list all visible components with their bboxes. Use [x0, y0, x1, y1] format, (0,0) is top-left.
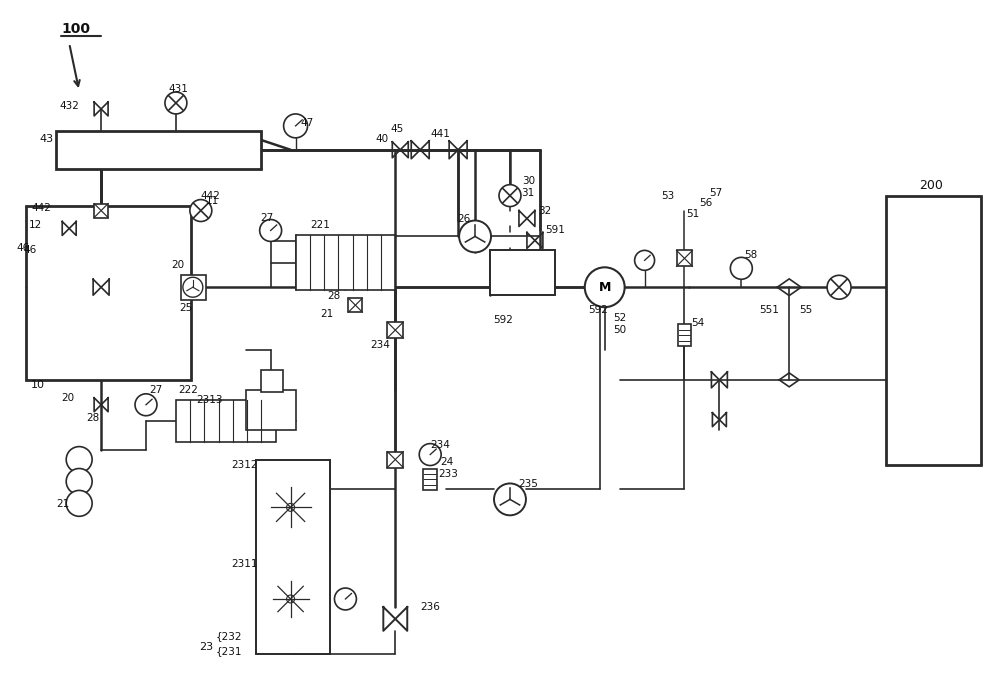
Circle shape: [183, 277, 203, 297]
Circle shape: [190, 199, 212, 221]
Bar: [246, 390, 296, 430]
Circle shape: [66, 491, 92, 516]
Text: 54: 54: [691, 318, 705, 328]
Text: 551: 551: [759, 305, 779, 315]
Text: 591: 591: [545, 226, 565, 235]
Text: 27: 27: [261, 212, 274, 223]
Text: 12: 12: [29, 221, 43, 230]
Bar: [181, 275, 206, 300]
Circle shape: [260, 219, 282, 242]
Text: 58: 58: [744, 251, 758, 260]
Text: {232: {232: [216, 631, 242, 641]
Text: 442: 442: [201, 190, 221, 201]
Text: 46: 46: [23, 246, 37, 255]
Text: 26: 26: [457, 214, 470, 224]
Bar: [348, 298, 362, 312]
Text: 56: 56: [699, 198, 713, 208]
Text: {231: {231: [216, 646, 242, 656]
Circle shape: [494, 484, 526, 516]
Text: 52: 52: [614, 313, 627, 323]
Text: 31: 31: [521, 188, 534, 198]
Text: 441: 441: [430, 129, 450, 139]
Bar: [26, 206, 191, 380]
Circle shape: [287, 503, 295, 511]
Text: 27: 27: [149, 385, 162, 395]
Text: 234: 234: [430, 439, 450, 450]
Circle shape: [827, 275, 851, 299]
Text: 21: 21: [320, 309, 334, 319]
Circle shape: [287, 595, 295, 603]
Text: 32: 32: [538, 206, 551, 215]
Text: 221: 221: [311, 221, 330, 230]
Bar: [886, 196, 981, 464]
Bar: [678, 324, 691, 346]
Text: 233: 233: [438, 469, 458, 480]
Circle shape: [585, 267, 625, 307]
Text: 28: 28: [327, 291, 341, 301]
Bar: [490, 251, 555, 295]
Text: 24: 24: [440, 457, 453, 466]
Text: 47: 47: [301, 118, 314, 128]
Bar: [387, 322, 403, 338]
Bar: [423, 468, 437, 491]
Text: 20: 20: [61, 393, 74, 403]
Circle shape: [459, 221, 491, 253]
Text: 40: 40: [375, 134, 388, 144]
Text: 55: 55: [799, 305, 812, 315]
Text: 51: 51: [686, 208, 700, 219]
Bar: [387, 452, 403, 468]
Text: 234: 234: [370, 340, 390, 350]
Text: 236: 236: [420, 602, 440, 612]
Text: 46: 46: [16, 244, 30, 253]
Circle shape: [730, 257, 752, 280]
Bar: [256, 459, 330, 654]
Text: 2313: 2313: [196, 394, 222, 405]
Text: 431: 431: [169, 84, 189, 94]
Text: M: M: [599, 281, 611, 293]
Circle shape: [284, 114, 308, 138]
Text: 442: 442: [31, 203, 51, 212]
Text: 200: 200: [919, 179, 943, 192]
Text: 43: 43: [39, 134, 53, 144]
Text: 30: 30: [522, 176, 535, 185]
Circle shape: [165, 92, 187, 114]
Bar: [296, 235, 395, 290]
Text: 25: 25: [179, 303, 192, 313]
Bar: [56, 131, 261, 169]
Circle shape: [635, 251, 655, 271]
Text: 21: 21: [56, 500, 69, 509]
Circle shape: [334, 588, 356, 610]
Text: 20: 20: [171, 260, 184, 271]
Text: 100: 100: [61, 22, 90, 36]
Text: 222: 222: [178, 385, 198, 395]
Text: 432: 432: [59, 101, 79, 111]
Text: 592: 592: [493, 315, 513, 325]
Text: 53: 53: [662, 190, 675, 201]
Text: 11: 11: [206, 196, 219, 206]
Text: 235: 235: [518, 480, 538, 489]
Text: 50: 50: [614, 325, 627, 335]
Circle shape: [499, 185, 521, 206]
Bar: [261, 370, 283, 392]
Text: 2312: 2312: [231, 459, 257, 470]
Text: 592: 592: [588, 305, 608, 315]
Text: 23: 23: [199, 641, 213, 652]
Circle shape: [419, 444, 441, 466]
Circle shape: [66, 468, 92, 494]
Bar: [94, 203, 108, 217]
Text: 10: 10: [31, 380, 45, 390]
Text: 45: 45: [390, 124, 404, 134]
Circle shape: [135, 394, 157, 416]
Circle shape: [66, 446, 92, 473]
Bar: [677, 251, 692, 266]
Text: 57: 57: [709, 188, 723, 198]
Text: 2311: 2311: [231, 559, 257, 569]
Text: 28: 28: [86, 412, 99, 423]
Bar: [176, 400, 276, 441]
